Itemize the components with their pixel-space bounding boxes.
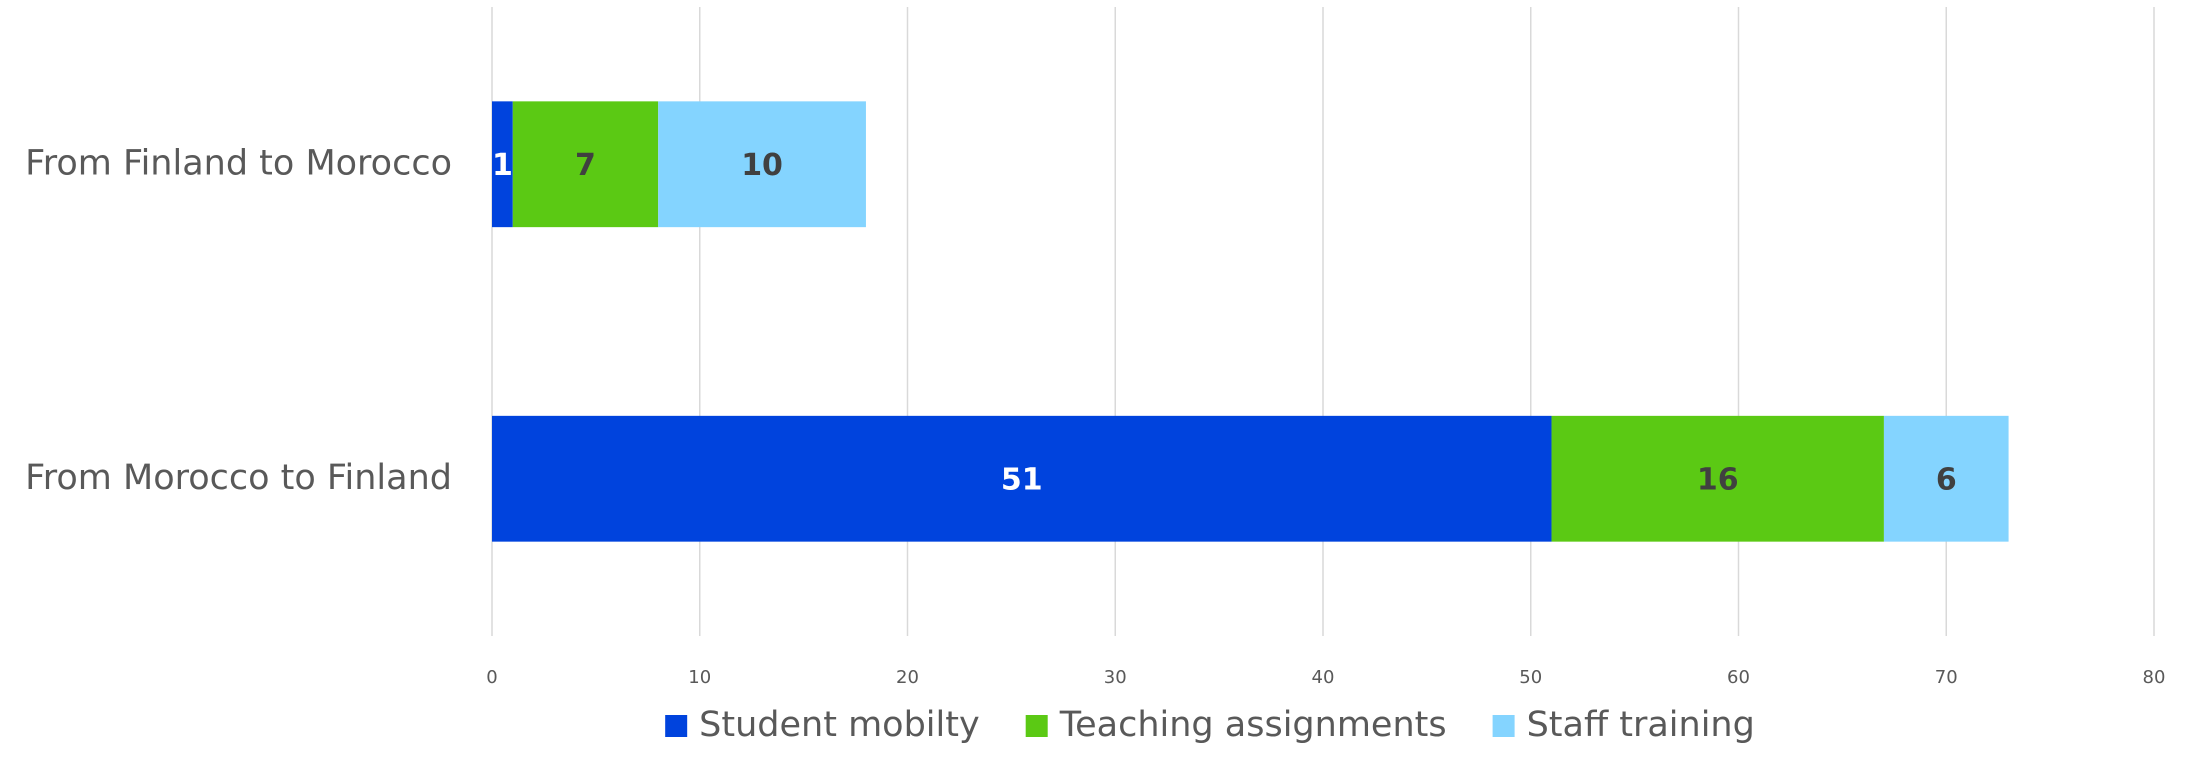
- data-label: 1: [492, 148, 513, 183]
- bar-segment: [492, 415, 1552, 542]
- legend-label: Staff training: [1527, 705, 1755, 745]
- legend-swatch: [665, 715, 688, 737]
- x-tick-label: 40: [1312, 667, 1335, 688]
- bar-segment: [1551, 415, 1884, 542]
- legend-label: Teaching assignments: [1059, 705, 1447, 745]
- x-tick-label: 20: [896, 667, 919, 688]
- category-label: From Finland to Morocco: [25, 143, 452, 183]
- x-tick-label: 70: [1935, 667, 1958, 688]
- legend-swatch: [1492, 715, 1515, 737]
- data-label: 10: [741, 148, 783, 183]
- x-tick-label: 80: [2143, 667, 2166, 688]
- x-tick-label: 10: [688, 667, 711, 688]
- legend-label: Student mobilty: [699, 705, 980, 745]
- bar-segment: [512, 101, 659, 228]
- category-label: From Morocco to Finland: [25, 458, 452, 498]
- data-label: 6: [1936, 462, 1957, 497]
- bar-segment: [1883, 415, 2009, 542]
- x-tick-label: 50: [1519, 667, 1542, 688]
- x-tick-label: 0: [486, 667, 497, 688]
- bar-segment: [492, 101, 513, 228]
- x-tick-label: 60: [1727, 667, 1750, 688]
- x-tick-label: 30: [1104, 667, 1127, 688]
- bar-segment: [658, 101, 866, 228]
- data-label: 16: [1697, 462, 1739, 497]
- legend-swatch: [1025, 715, 1048, 737]
- data-label: 51: [1001, 462, 1043, 497]
- data-label: 7: [575, 148, 596, 183]
